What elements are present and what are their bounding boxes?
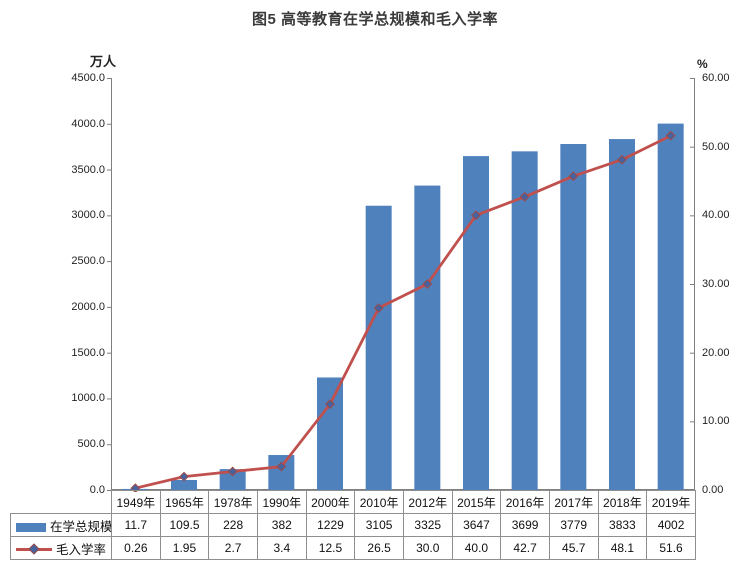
line-marker-2010年 xyxy=(373,303,384,313)
right-axis-tick-label: 50.00 xyxy=(702,140,730,153)
left-axis-tick-label: 2000.0 xyxy=(71,300,105,313)
category-label: 1949年 xyxy=(111,490,161,514)
table-row-line-series: 毛入学率 0.26 1.95 2.7 3.4 12.5 26.5 30.0 40.0 42.7 45… xyxy=(10,536,696,560)
line-marker-1978年 xyxy=(227,466,238,477)
plot-area xyxy=(107,78,695,492)
series-value: 51.6 xyxy=(646,536,696,560)
bar-2016年 xyxy=(511,151,538,490)
table-row-bar-series: 在学总规模 11.7 109.5 228 382 1229 3105 3325 3647 3699… xyxy=(10,513,696,537)
series-value: 40.0 xyxy=(451,536,502,560)
bar-legend-swatch xyxy=(16,522,46,532)
right-axis-tick-label: 60.00 xyxy=(702,72,730,84)
left-axis-tick-label: 3000.0 xyxy=(71,209,105,222)
series-value: 11.7 xyxy=(111,513,161,537)
line-marker-1990年 xyxy=(276,461,287,472)
category-label: 2016年 xyxy=(500,490,550,514)
line-marker-2015年 xyxy=(471,210,481,221)
category-label: 2017年 xyxy=(548,490,599,514)
category-label: 1965年 xyxy=(159,490,210,514)
series-value: 3.4 xyxy=(256,536,307,560)
line-marker-1965年 xyxy=(179,471,189,482)
series-value: 3833 xyxy=(597,513,648,537)
right-axis-tick-label: 20.00 xyxy=(702,346,730,359)
left-axis-tick-label: 1500.0 xyxy=(71,346,105,359)
bar-1965年 xyxy=(171,479,197,490)
left-axis-tick-label: 4500.0 xyxy=(71,72,105,84)
series-value: 1.95 xyxy=(159,536,210,560)
category-label: 2019年 xyxy=(646,490,696,514)
series-value: 1229 xyxy=(305,513,356,537)
series-value: 3325 xyxy=(402,513,453,537)
diamond-marker-icon xyxy=(28,543,40,555)
category-label: 2010年 xyxy=(354,490,404,514)
line-marker-2019年 xyxy=(665,130,676,141)
series-value: 3699 xyxy=(500,513,550,537)
series-value: 30.0 xyxy=(402,536,453,560)
bar-2019年 xyxy=(657,123,684,490)
series-name: 毛入学率 xyxy=(56,542,107,557)
series-value: 26.5 xyxy=(354,536,404,560)
series-value: 228 xyxy=(208,513,258,537)
category-label: 1990年 xyxy=(256,490,307,514)
category-label: 1978年 xyxy=(208,490,258,514)
table-row-categories: 1949年 1965年 1978年 1990年 2000年 2010年 2012年 2015年… xyxy=(11,490,696,514)
bar-2018年 xyxy=(609,139,635,490)
legend-line-series: 毛入学率 xyxy=(10,536,112,560)
left-axis-title: 万人 xyxy=(90,54,117,69)
right-axis-tick-label: 10.00 xyxy=(702,415,730,428)
line-marker-2016年 xyxy=(519,191,530,202)
right-axis-tick-label: 40.00 xyxy=(702,209,730,222)
left-axis-tick-label: 0.0 xyxy=(89,484,105,496)
line-marker-2000年 xyxy=(325,399,335,410)
line-marker-2018年 xyxy=(617,154,627,165)
right-axis-title: % xyxy=(697,57,708,71)
category-label: 2015年 xyxy=(451,490,502,514)
series-value: 2.7 xyxy=(208,536,258,560)
chart-title: 图5 高等教育在学总规模和毛入学率 xyxy=(251,11,498,28)
bar-2017年 xyxy=(560,144,587,490)
category-label: 2018年 xyxy=(597,490,648,514)
bar-1990年 xyxy=(268,455,295,490)
left-axis-tick-label: 4000.0 xyxy=(71,117,105,130)
line-series xyxy=(133,134,673,490)
series-value: 109.5 xyxy=(159,513,210,537)
data-table: 1949年 1965年 1978年 1990年 2000年 2010年 2012年 2015年… xyxy=(10,490,696,560)
line-marker-2012年 xyxy=(422,279,433,289)
series-value: 4002 xyxy=(646,513,696,537)
series-name: 在学总规模 xyxy=(50,519,112,534)
series-value: 382 xyxy=(256,513,307,537)
category-label: 2012年 xyxy=(402,490,453,514)
left-axis-tick-label: 3500.0 xyxy=(71,163,105,176)
bar-1978年 xyxy=(219,469,246,490)
line-legend-swatch xyxy=(16,543,52,555)
line-marker-2017年 xyxy=(568,171,579,182)
legend-bar-series: 在学总规模 xyxy=(10,513,112,537)
series-value: 48.1 xyxy=(597,536,648,560)
series-value: 3647 xyxy=(451,513,502,537)
bar-2000年 xyxy=(317,377,343,490)
series-value: 45.7 xyxy=(548,536,599,560)
series-value: 12.5 xyxy=(305,536,356,560)
bar-2015年 xyxy=(463,156,489,490)
bar-2010年 xyxy=(365,205,392,490)
bar-2012年 xyxy=(414,185,441,491)
left-axis-tick-label: 1000.0 xyxy=(71,392,105,405)
category-label: 2000年 xyxy=(305,490,356,514)
series-value: 3779 xyxy=(548,513,599,537)
left-axis-tick-label: 500.0 xyxy=(77,438,105,451)
right-axis-tick-label: 0.00 xyxy=(702,484,724,496)
left-axis-tick-label: 2500.0 xyxy=(71,255,105,268)
series-value: 3105 xyxy=(354,513,404,537)
right-axis-tick-label: 30.00 xyxy=(702,278,730,290)
series-value: 42.7 xyxy=(500,536,550,560)
table-corner-empty xyxy=(11,491,112,514)
series-value: 0.26 xyxy=(111,536,161,560)
